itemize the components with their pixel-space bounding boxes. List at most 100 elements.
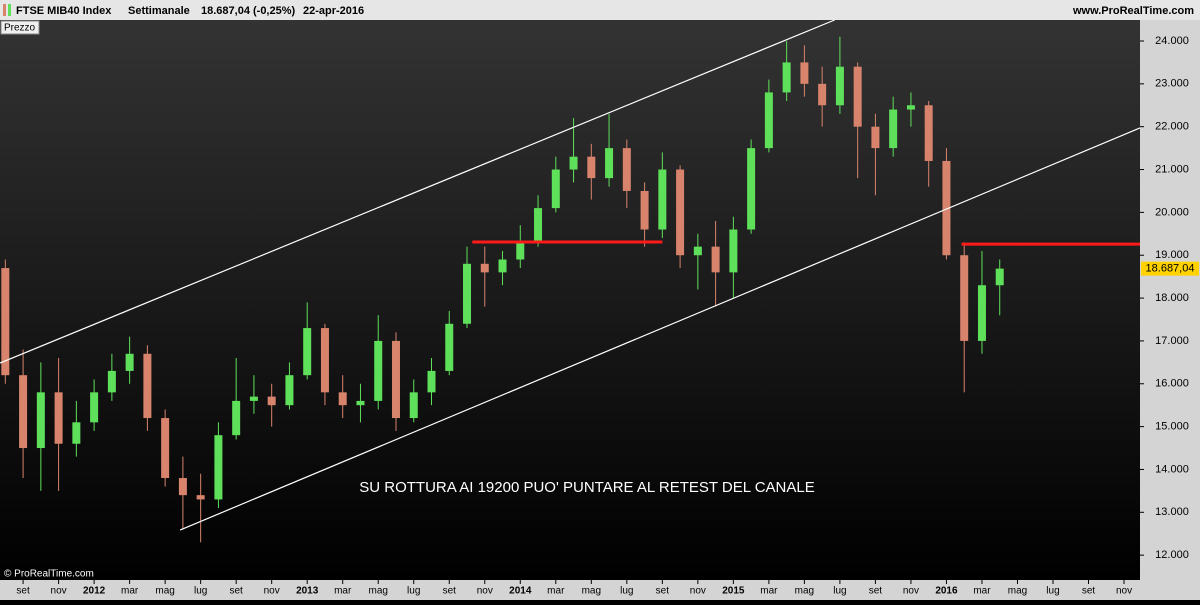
x-tick-label: nov [51, 586, 67, 597]
candle-body [36, 392, 45, 449]
candle-body [782, 62, 791, 93]
candle-body [232, 400, 241, 436]
x-tick-label: nov [264, 586, 280, 597]
x-tick-label: mag [1008, 586, 1027, 597]
candle-body [871, 126, 880, 149]
candle-body [693, 246, 702, 256]
candle-body [995, 268, 1004, 286]
x-tick-label: 2016 [935, 586, 958, 597]
x-tick-label: mar [760, 586, 778, 597]
logo [8, 4, 11, 16]
y-tick-label: 12.000 [1155, 549, 1189, 561]
candle-body [711, 246, 720, 273]
candle-body [178, 478, 187, 496]
y-axis-area [1140, 20, 1200, 580]
x-tick-label: lug [407, 586, 420, 597]
x-tick-label: set [16, 586, 30, 597]
candle-body [391, 340, 400, 419]
x-tick-label: set [229, 586, 243, 597]
candle-body [818, 83, 827, 106]
x-tick-label: mag [368, 586, 387, 597]
annotation: SU ROTTURA AI 19200 PUO' PUNTARE AL RETE… [359, 479, 815, 496]
candle-body [942, 160, 951, 256]
period: Settimanale [128, 5, 190, 17]
y-tick-label: 13.000 [1155, 506, 1189, 518]
copyright: © ProRealTime.com [4, 569, 94, 580]
x-tick-label: nov [1116, 586, 1132, 597]
trend-line [179, 127, 1141, 531]
candle-body [72, 422, 81, 444]
panel-label: Prezzo [4, 23, 36, 34]
candle-body [54, 392, 63, 444]
candle-body [409, 392, 418, 419]
candle-body [338, 392, 347, 406]
candle-body [889, 109, 898, 149]
candle-body [622, 148, 631, 191]
candle-body [214, 435, 223, 500]
candle-body [605, 148, 614, 179]
x-tick-label: mar [334, 586, 352, 597]
x-tick-label: lug [833, 586, 846, 597]
x-tick-label: mag [582, 586, 601, 597]
candle-body [764, 92, 773, 149]
candle-body [19, 375, 28, 449]
candle-body [853, 66, 862, 127]
date: 22-apr-2016 [303, 5, 364, 17]
x-tick-label: set [869, 586, 883, 597]
candle-body [90, 392, 99, 423]
candle-body [374, 340, 383, 401]
candle-body [658, 169, 667, 230]
candle-body [747, 148, 756, 230]
candle-body [143, 353, 152, 419]
candle-body [1, 268, 10, 376]
last-price-box [1141, 261, 1199, 276]
candle-body [463, 263, 472, 324]
x-tick-label: 2013 [296, 586, 319, 597]
x-tick-label: 2012 [83, 586, 106, 597]
x-tick-label: nov [690, 586, 706, 597]
quote: 18.687,04 (-0,25%) [201, 5, 296, 17]
y-tick-label: 17.000 [1155, 335, 1189, 347]
x-tick-label: lug [194, 586, 207, 597]
x-tick-label: mar [121, 586, 139, 597]
y-tick-label: 19.000 [1155, 249, 1189, 261]
x-tick-label: lug [1046, 586, 1059, 597]
candle-body [960, 255, 969, 341]
candle-body [196, 495, 205, 500]
candle-body [320, 328, 329, 393]
panel-label-box [0, 20, 40, 35]
candle-body [924, 105, 933, 161]
candle-body [285, 375, 294, 406]
logo [3, 4, 6, 16]
trend-line [0, 19, 835, 364]
x-tick-label: mag [795, 586, 814, 597]
candle-body [800, 62, 809, 84]
x-tick-label: set [443, 586, 457, 597]
y-tick-label: 15.000 [1155, 421, 1189, 433]
x-tick-label: set [656, 586, 670, 597]
candle-body [107, 370, 116, 393]
candle-body [161, 418, 170, 479]
x-tick-label: mar [973, 586, 991, 597]
candle-body [427, 370, 436, 393]
y-tick-label: 21.000 [1155, 163, 1189, 175]
last-price-label: 18.687,04 [1146, 263, 1195, 275]
header-bar [0, 0, 1200, 20]
candle-body [587, 156, 596, 179]
candle-body [480, 263, 489, 273]
y-tick-label: 24.000 [1155, 35, 1189, 47]
candle-body [249, 396, 258, 401]
candle-body [516, 242, 525, 260]
chart-title: FTSE MIB40 Index [16, 5, 112, 17]
candle-body [267, 396, 276, 406]
y-tick-label: 14.000 [1155, 463, 1189, 475]
x-tick-label: 2015 [722, 586, 745, 597]
candle-body [303, 328, 312, 376]
candle-body [125, 353, 134, 371]
candle-body [498, 259, 507, 273]
x-tick-label: nov [903, 586, 919, 597]
y-tick-label: 16.000 [1155, 378, 1189, 390]
x-axis-area [0, 580, 1200, 600]
candle-body [551, 169, 560, 209]
